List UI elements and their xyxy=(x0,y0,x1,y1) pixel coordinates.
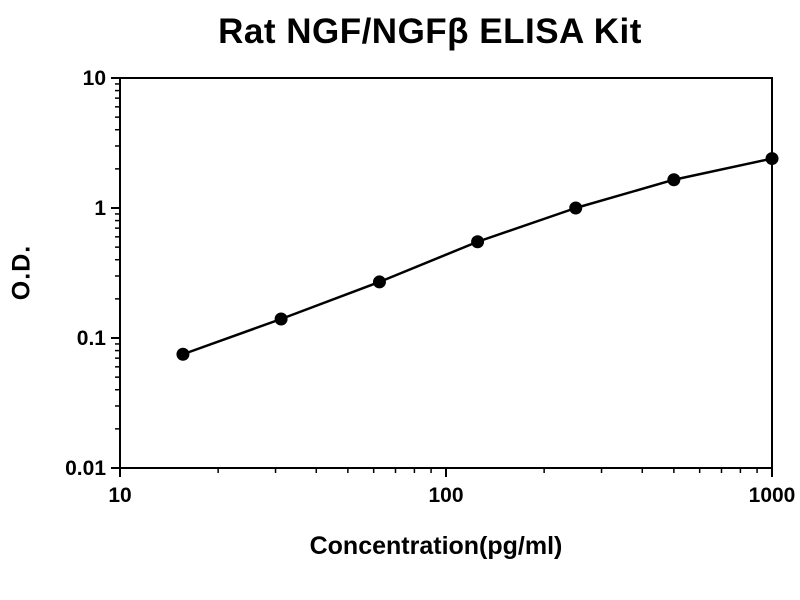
data-point-marker xyxy=(569,201,583,215)
y-tick-label: 0.01 xyxy=(65,457,106,480)
standard-curve-line xyxy=(182,157,773,356)
chart-title: Rat NGF/NGFβ ELISA Kit xyxy=(218,12,642,51)
y-tick-label: 10 xyxy=(83,67,106,90)
y-tick-label: 0.1 xyxy=(77,327,107,350)
x-tick-label: 1000 xyxy=(749,484,796,507)
y-tick-label: 1 xyxy=(94,197,106,220)
data-point-marker xyxy=(274,312,288,326)
x-tick-label: 10 xyxy=(108,484,131,507)
data-point-marker xyxy=(471,235,485,249)
plot-frame xyxy=(119,77,773,469)
data-point-marker xyxy=(765,152,779,166)
data-point-marker xyxy=(372,275,386,289)
x-axis-label: Concentration(pg/ml) xyxy=(309,532,563,560)
x-tick-label: 100 xyxy=(428,484,463,507)
data-point-marker xyxy=(667,173,681,187)
data-point-marker xyxy=(176,347,190,361)
